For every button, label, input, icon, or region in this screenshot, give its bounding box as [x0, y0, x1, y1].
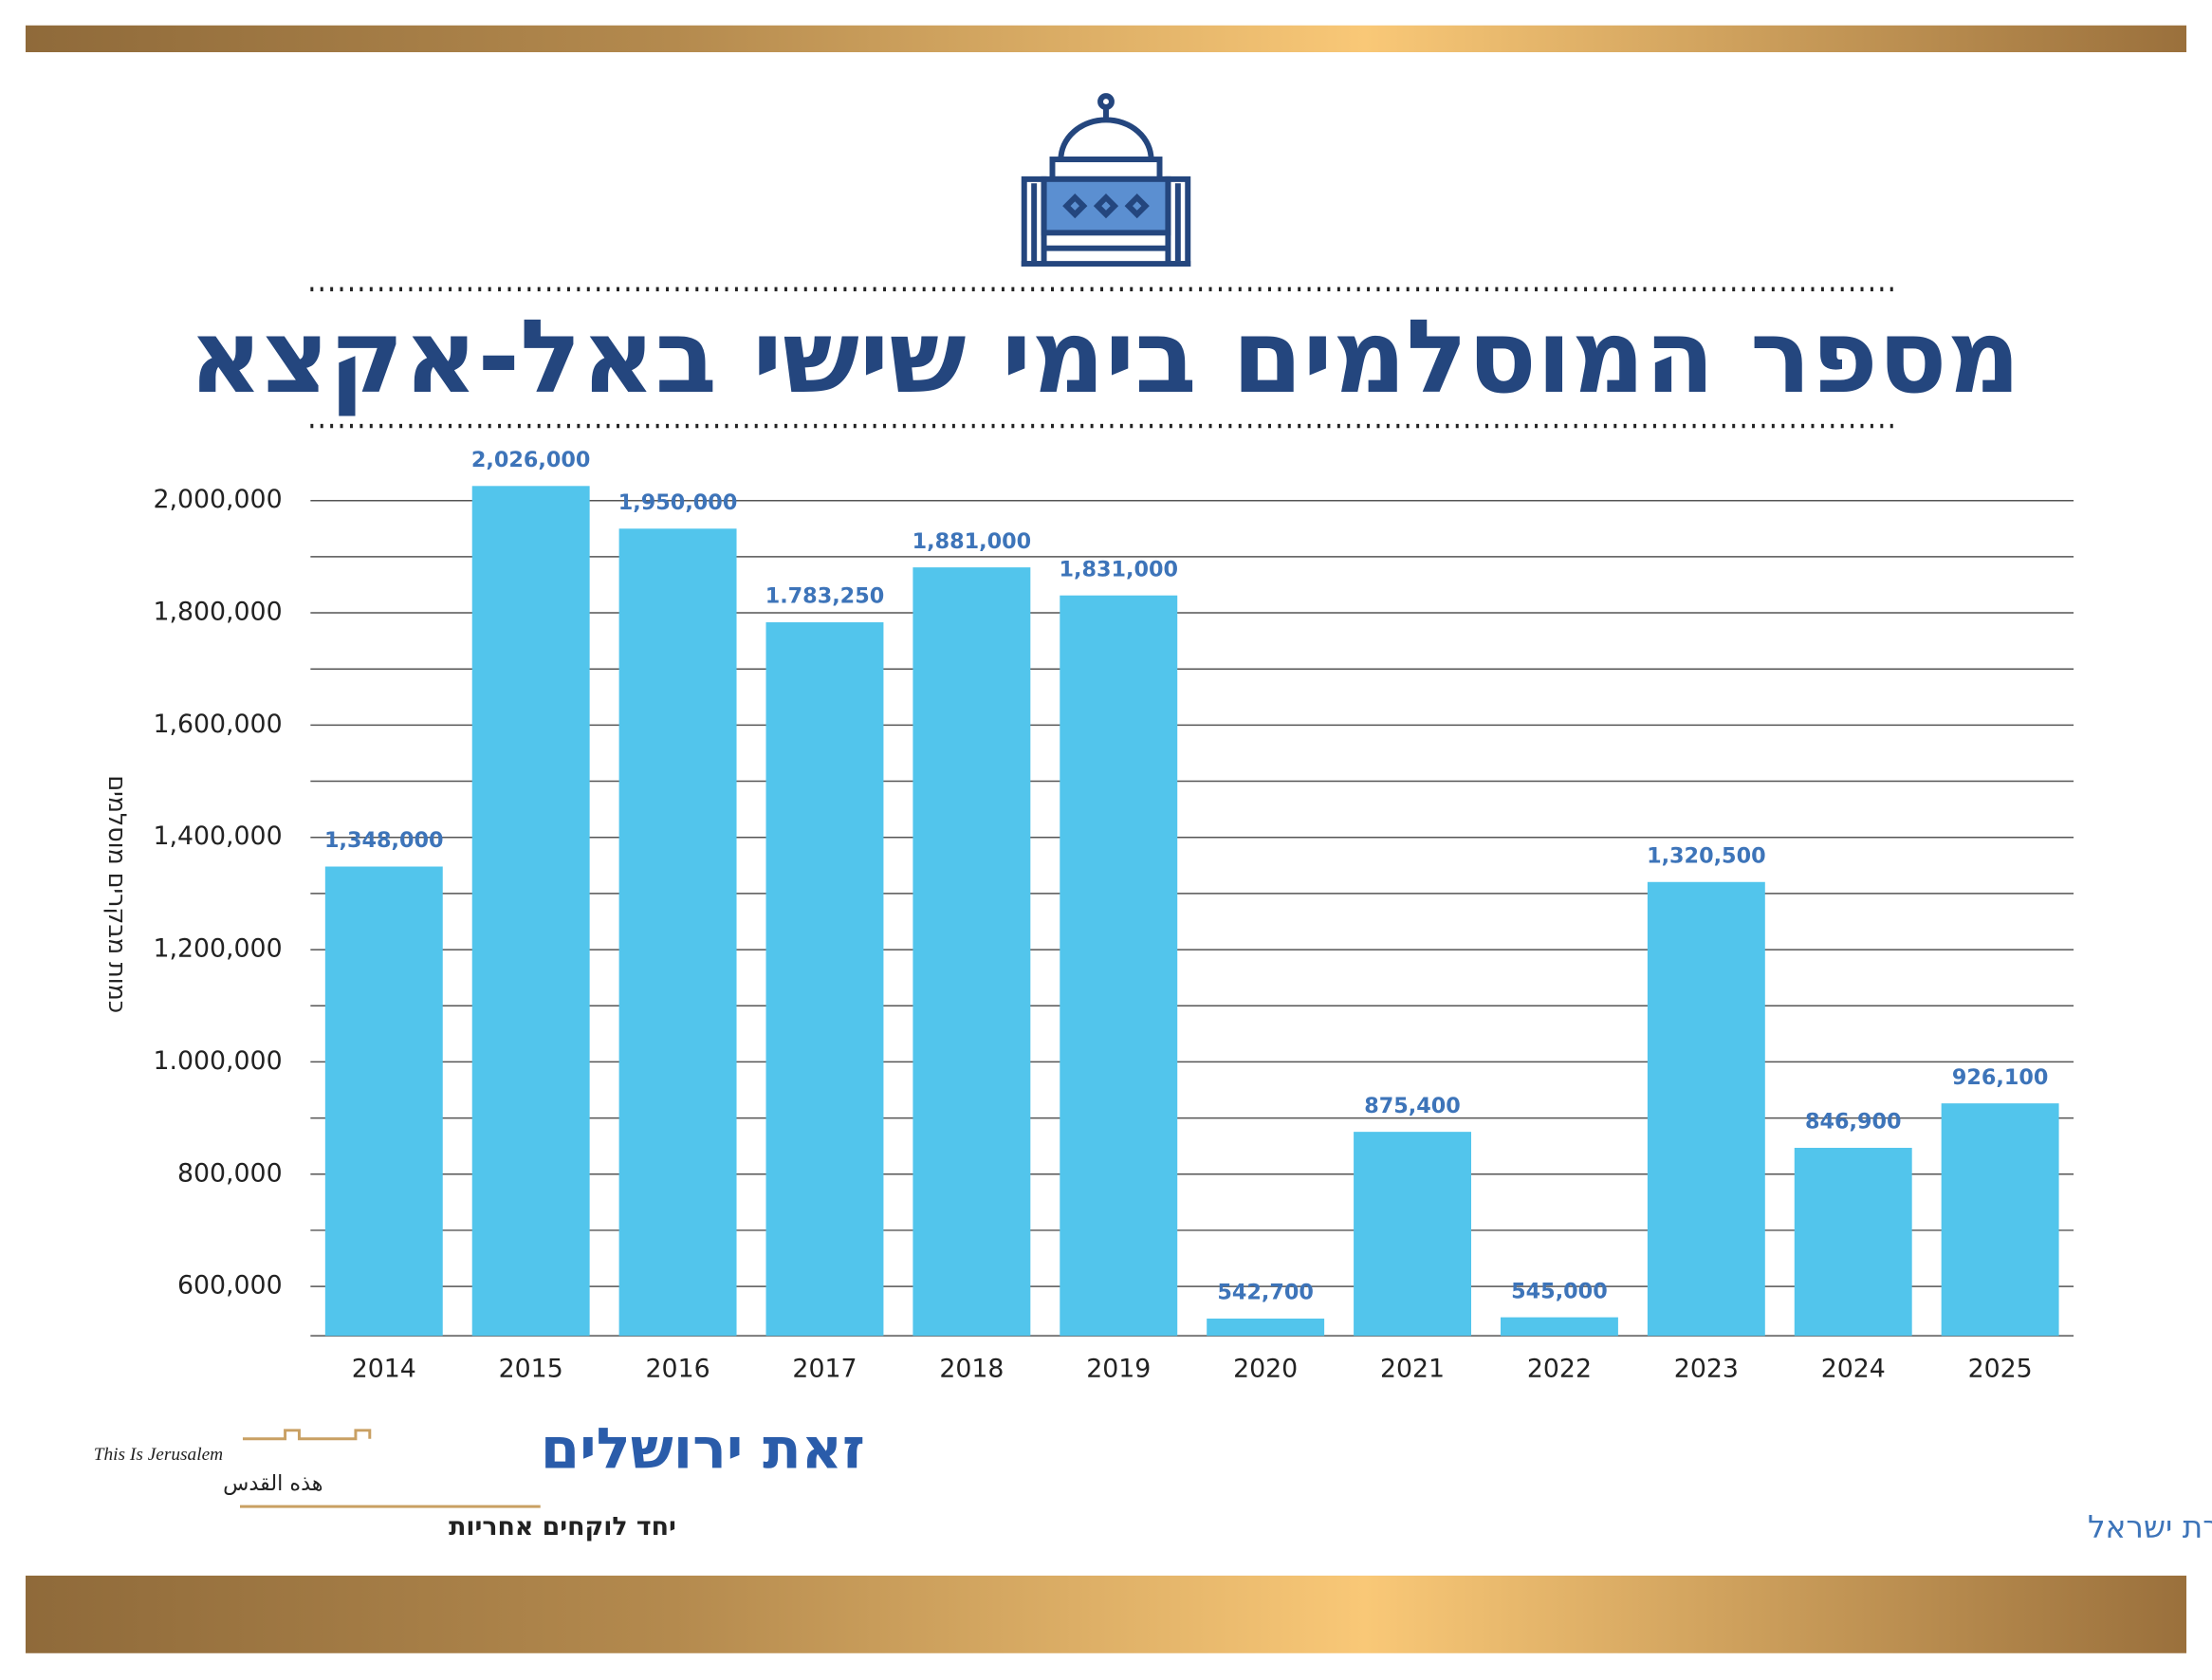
y-tick-label: 600,000 — [177, 1271, 283, 1301]
y-axis-title: כמות מבקרים מוסלמים — [103, 775, 131, 1013]
value-label: 1,348,000 — [324, 828, 444, 853]
bar — [1060, 595, 1178, 1337]
bar — [1647, 881, 1765, 1337]
value-label: 1,320,500 — [1647, 844, 1766, 869]
value-label: 542,700 — [1217, 1281, 1314, 1305]
top-band — [25, 25, 2187, 53]
value-label: 846,900 — [1805, 1110, 1902, 1135]
chart-title: מספר המוסלמים בימי שישי באל-אקצא — [189, 299, 2020, 416]
bar — [1941, 1103, 2059, 1337]
value-label: 926,100 — [1952, 1065, 2049, 1090]
value-label: 545,000 — [1511, 1279, 1608, 1303]
logo-wall — [242, 1429, 372, 1441]
x-tick-label: 2021 — [1380, 1354, 1445, 1383]
x-tick-label: 2023 — [1674, 1354, 1739, 1383]
bar — [1207, 1319, 1325, 1337]
bar — [765, 621, 884, 1337]
x-tick-label: 2016 — [646, 1354, 710, 1383]
y-tick-label: 800,000 — [177, 1158, 283, 1188]
y-tick-label: 2,000,000 — [153, 485, 282, 514]
x-tick-label: 2014 — [352, 1354, 416, 1383]
y-tick-label: 1,600,000 — [153, 710, 282, 739]
y-tick-label: 1,400,000 — [153, 822, 282, 851]
logo-slogan: יחד לוקחים אחריות — [449, 1512, 676, 1542]
value-label: 875,400 — [1364, 1094, 1461, 1118]
value-label: 1.783,250 — [765, 584, 885, 609]
x-tick-label: 2019 — [1086, 1354, 1151, 1383]
x-tick-label: 2020 — [1233, 1354, 1298, 1383]
x-tick-label: 2022 — [1527, 1354, 1592, 1383]
x-tick-label: 2025 — [1968, 1354, 2033, 1383]
bar — [471, 486, 590, 1337]
x-tick-label: 2024 — [1821, 1354, 1886, 1383]
x-tick-label: 2018 — [939, 1354, 1004, 1383]
bar — [1354, 1132, 1472, 1337]
source-note: נתונים באדיבות משטרת ישראל — [2088, 1509, 2212, 1545]
y-tick-label: 1,200,000 — [153, 934, 282, 964]
x-tick-label: 2017 — [792, 1354, 857, 1383]
value-label: 1,950,000 — [618, 490, 738, 515]
logo-hebrew: זאת ירושלים — [541, 1417, 865, 1483]
dome-icon — [1021, 93, 1191, 268]
bar — [618, 528, 737, 1337]
bar — [324, 866, 443, 1337]
value-label: 1,881,000 — [912, 529, 1032, 554]
bar — [1794, 1148, 1912, 1337]
logo-english: This Is Jerusalem — [94, 1445, 223, 1465]
value-label: 1,831,000 — [1059, 557, 1178, 582]
bar — [1500, 1317, 1618, 1337]
y-tick-label: 1,800,000 — [153, 598, 282, 627]
logo-arabic: هذه القدس — [223, 1471, 323, 1496]
y-tick-label: 1.000,000 — [153, 1046, 282, 1076]
bar — [912, 567, 1031, 1337]
value-label: 2,026,000 — [471, 448, 591, 472]
bottom-band — [25, 1575, 2187, 1653]
logo: This Is Jerusalem هذه القدس זאת ירושלים … — [94, 1417, 865, 1542]
x-tick-label: 2015 — [499, 1354, 563, 1383]
